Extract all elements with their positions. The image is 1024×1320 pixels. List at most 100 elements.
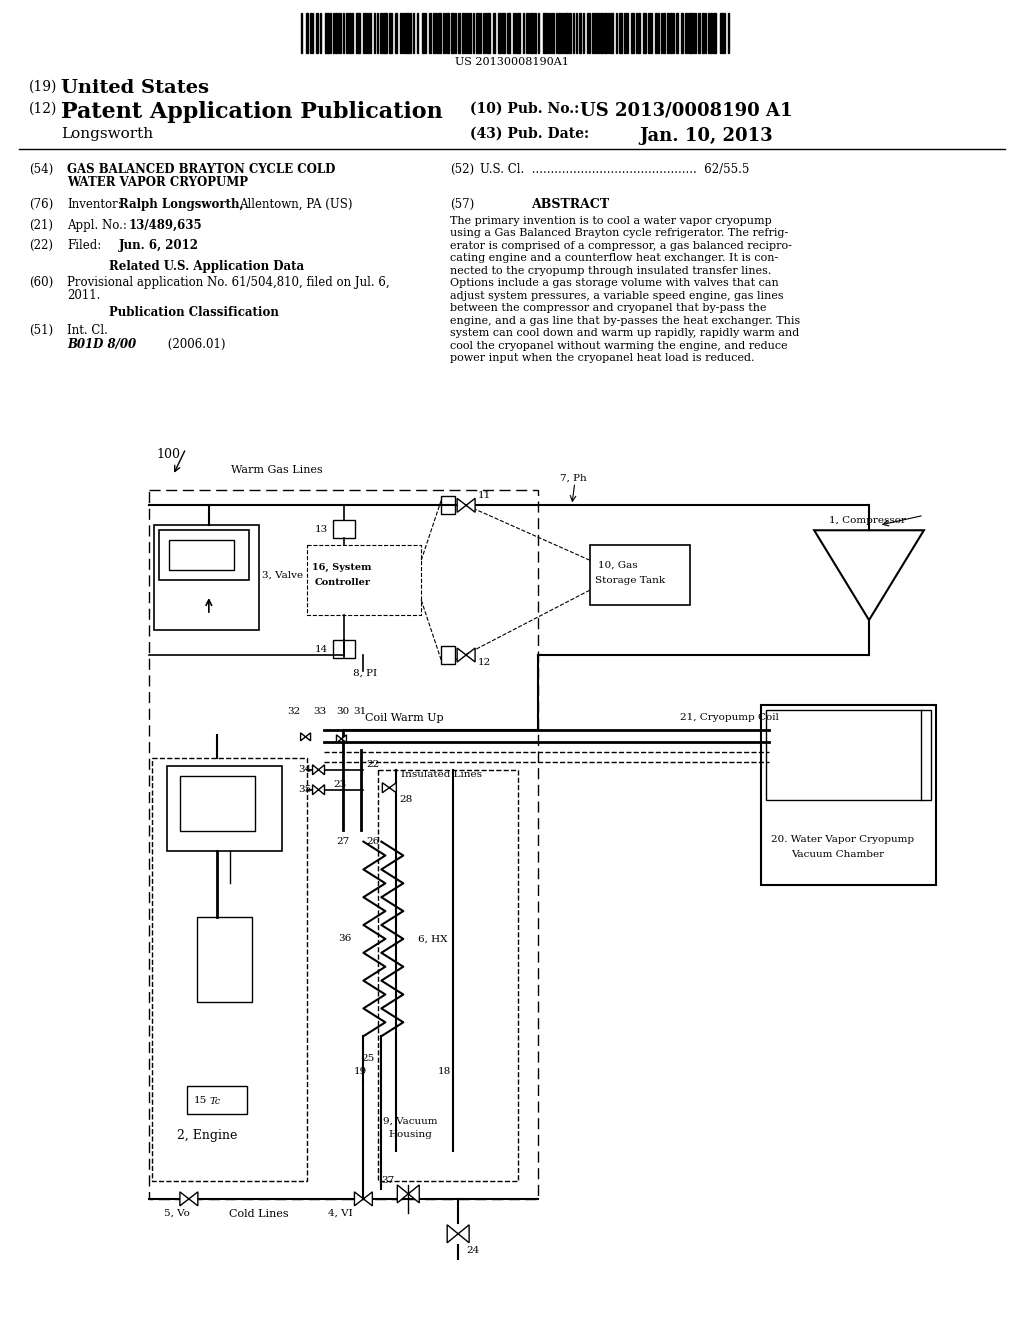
Text: Options include a gas storage volume with valves that can: Options include a gas storage volume wit… bbox=[451, 279, 779, 288]
Text: (76): (76) bbox=[30, 198, 53, 211]
Polygon shape bbox=[301, 733, 310, 741]
Text: Controller: Controller bbox=[314, 578, 371, 586]
Bar bbox=[618, 13, 622, 53]
Text: system can cool down and warm up rapidly, rapidly warm and: system can cool down and warm up rapidly… bbox=[451, 329, 800, 338]
Text: GAS BALANCED BRAYTON CYCLE COLD: GAS BALANCED BRAYTON CYCLE COLD bbox=[68, 164, 336, 176]
Text: 34: 34 bbox=[298, 766, 311, 775]
Polygon shape bbox=[337, 735, 346, 743]
Text: 8, PI: 8, PI bbox=[353, 668, 378, 677]
Text: 3, Valve: 3, Valve bbox=[262, 570, 303, 579]
Text: 25: 25 bbox=[361, 1053, 375, 1063]
Text: using a Gas Balanced Brayton cycle refrigerator. The refrig-: using a Gas Balanced Brayton cycle refri… bbox=[451, 228, 788, 239]
Bar bbox=[389, 13, 392, 53]
Text: 28: 28 bbox=[399, 795, 413, 804]
Text: (21): (21) bbox=[30, 219, 53, 232]
Bar bbox=[447, 13, 450, 53]
Bar bbox=[721, 13, 723, 53]
Text: (52): (52) bbox=[451, 164, 474, 176]
Bar bbox=[167, 766, 282, 850]
Bar bbox=[507, 13, 510, 53]
Text: cating engine and a counterflow heat exchanger. It is con-: cating engine and a counterflow heat exc… bbox=[451, 253, 778, 264]
Text: erator is comprised of a compressor, a gas balanced recipro-: erator is comprised of a compressor, a g… bbox=[451, 240, 792, 251]
Bar bbox=[702, 13, 705, 53]
Bar bbox=[552, 13, 554, 53]
Bar bbox=[422, 13, 424, 53]
Text: between the compressor and cryopanel that by-pass the: between the compressor and cryopanel tha… bbox=[451, 304, 767, 313]
Text: Longsworth: Longsworth bbox=[61, 127, 154, 141]
Text: 23: 23 bbox=[334, 780, 347, 789]
Bar bbox=[433, 13, 435, 53]
Bar bbox=[452, 13, 455, 53]
Text: 13/489,635: 13/489,635 bbox=[129, 219, 203, 232]
Bar bbox=[180, 776, 255, 830]
Bar bbox=[663, 13, 665, 53]
Bar bbox=[325, 13, 328, 53]
Text: 37: 37 bbox=[381, 1176, 394, 1185]
Text: US 2013/0008190 A1: US 2013/0008190 A1 bbox=[580, 102, 793, 119]
Text: 2011.: 2011. bbox=[68, 289, 100, 302]
Text: Cold Lines: Cold Lines bbox=[228, 1209, 289, 1218]
Text: (10) Pub. No.:: (10) Pub. No.: bbox=[470, 102, 580, 115]
Text: 19: 19 bbox=[353, 1067, 367, 1076]
Text: 22: 22 bbox=[367, 760, 380, 770]
Bar bbox=[676, 13, 678, 53]
Text: (51): (51) bbox=[30, 323, 53, 337]
Text: Insulated Lines: Insulated Lines bbox=[401, 771, 482, 779]
Bar bbox=[711, 13, 713, 53]
Text: 12: 12 bbox=[478, 659, 492, 668]
Bar bbox=[462, 13, 464, 53]
Bar bbox=[667, 13, 669, 53]
Bar bbox=[349, 13, 351, 53]
Bar bbox=[148, 490, 538, 1199]
Text: US 20130008190A1: US 20130008190A1 bbox=[455, 57, 569, 67]
Bar bbox=[502, 13, 505, 53]
Bar bbox=[356, 13, 360, 53]
Polygon shape bbox=[312, 764, 325, 775]
Text: engine, and a gas line that by-passes the heat exchanger. This: engine, and a gas line that by-passes th… bbox=[451, 315, 801, 326]
Bar bbox=[441, 645, 455, 664]
Bar bbox=[624, 13, 626, 53]
Bar bbox=[609, 13, 612, 53]
Text: The primary invention is to cool a water vapor cryopump: The primary invention is to cool a water… bbox=[451, 216, 772, 226]
Bar bbox=[383, 13, 387, 53]
Bar bbox=[366, 13, 368, 53]
Text: adjust system pressures, a variable speed engine, gas lines: adjust system pressures, a variable spee… bbox=[451, 290, 783, 301]
Bar bbox=[465, 13, 467, 53]
Bar bbox=[638, 13, 640, 53]
Text: Patent Application Publication: Patent Application Publication bbox=[61, 102, 443, 123]
Text: 10, Gas: 10, Gas bbox=[598, 561, 637, 570]
Text: 32: 32 bbox=[288, 708, 301, 717]
Text: 24: 24 bbox=[466, 1246, 479, 1255]
Text: 1, Compressor: 1, Compressor bbox=[829, 516, 906, 525]
Text: (57): (57) bbox=[451, 198, 474, 211]
Text: power input when the cryopanel heat load is reduced.: power input when the cryopanel heat load… bbox=[451, 354, 755, 363]
Text: Housing: Housing bbox=[388, 1130, 432, 1139]
Text: 15: 15 bbox=[194, 1096, 207, 1105]
Bar bbox=[306, 545, 421, 615]
Bar bbox=[604, 13, 607, 53]
Bar bbox=[438, 13, 441, 53]
Text: 13: 13 bbox=[315, 525, 329, 533]
Bar bbox=[761, 705, 936, 884]
Text: Int. Cl.: Int. Cl. bbox=[68, 323, 109, 337]
Text: Provisional application No. 61/504,810, filed on Jul. 6,: Provisional application No. 61/504,810, … bbox=[68, 276, 390, 289]
Text: 7, Ph: 7, Ph bbox=[560, 474, 587, 483]
Text: Allentown, PA (US): Allentown, PA (US) bbox=[239, 198, 352, 211]
Text: (22): (22) bbox=[30, 239, 53, 252]
Bar bbox=[598, 13, 600, 53]
Bar bbox=[334, 640, 355, 657]
Text: Inventor:: Inventor: bbox=[68, 198, 122, 211]
Bar bbox=[154, 525, 259, 630]
Bar bbox=[558, 13, 561, 53]
Bar bbox=[647, 13, 649, 53]
Text: Publication Classification: Publication Classification bbox=[110, 306, 279, 318]
Polygon shape bbox=[354, 1192, 373, 1206]
Text: 30: 30 bbox=[337, 708, 350, 717]
Text: (12): (12) bbox=[30, 102, 57, 115]
Polygon shape bbox=[382, 783, 396, 793]
Text: 14: 14 bbox=[315, 644, 329, 653]
Bar bbox=[187, 1086, 247, 1114]
Text: 27: 27 bbox=[337, 837, 350, 846]
Bar bbox=[714, 13, 717, 53]
Text: (19): (19) bbox=[30, 79, 57, 94]
